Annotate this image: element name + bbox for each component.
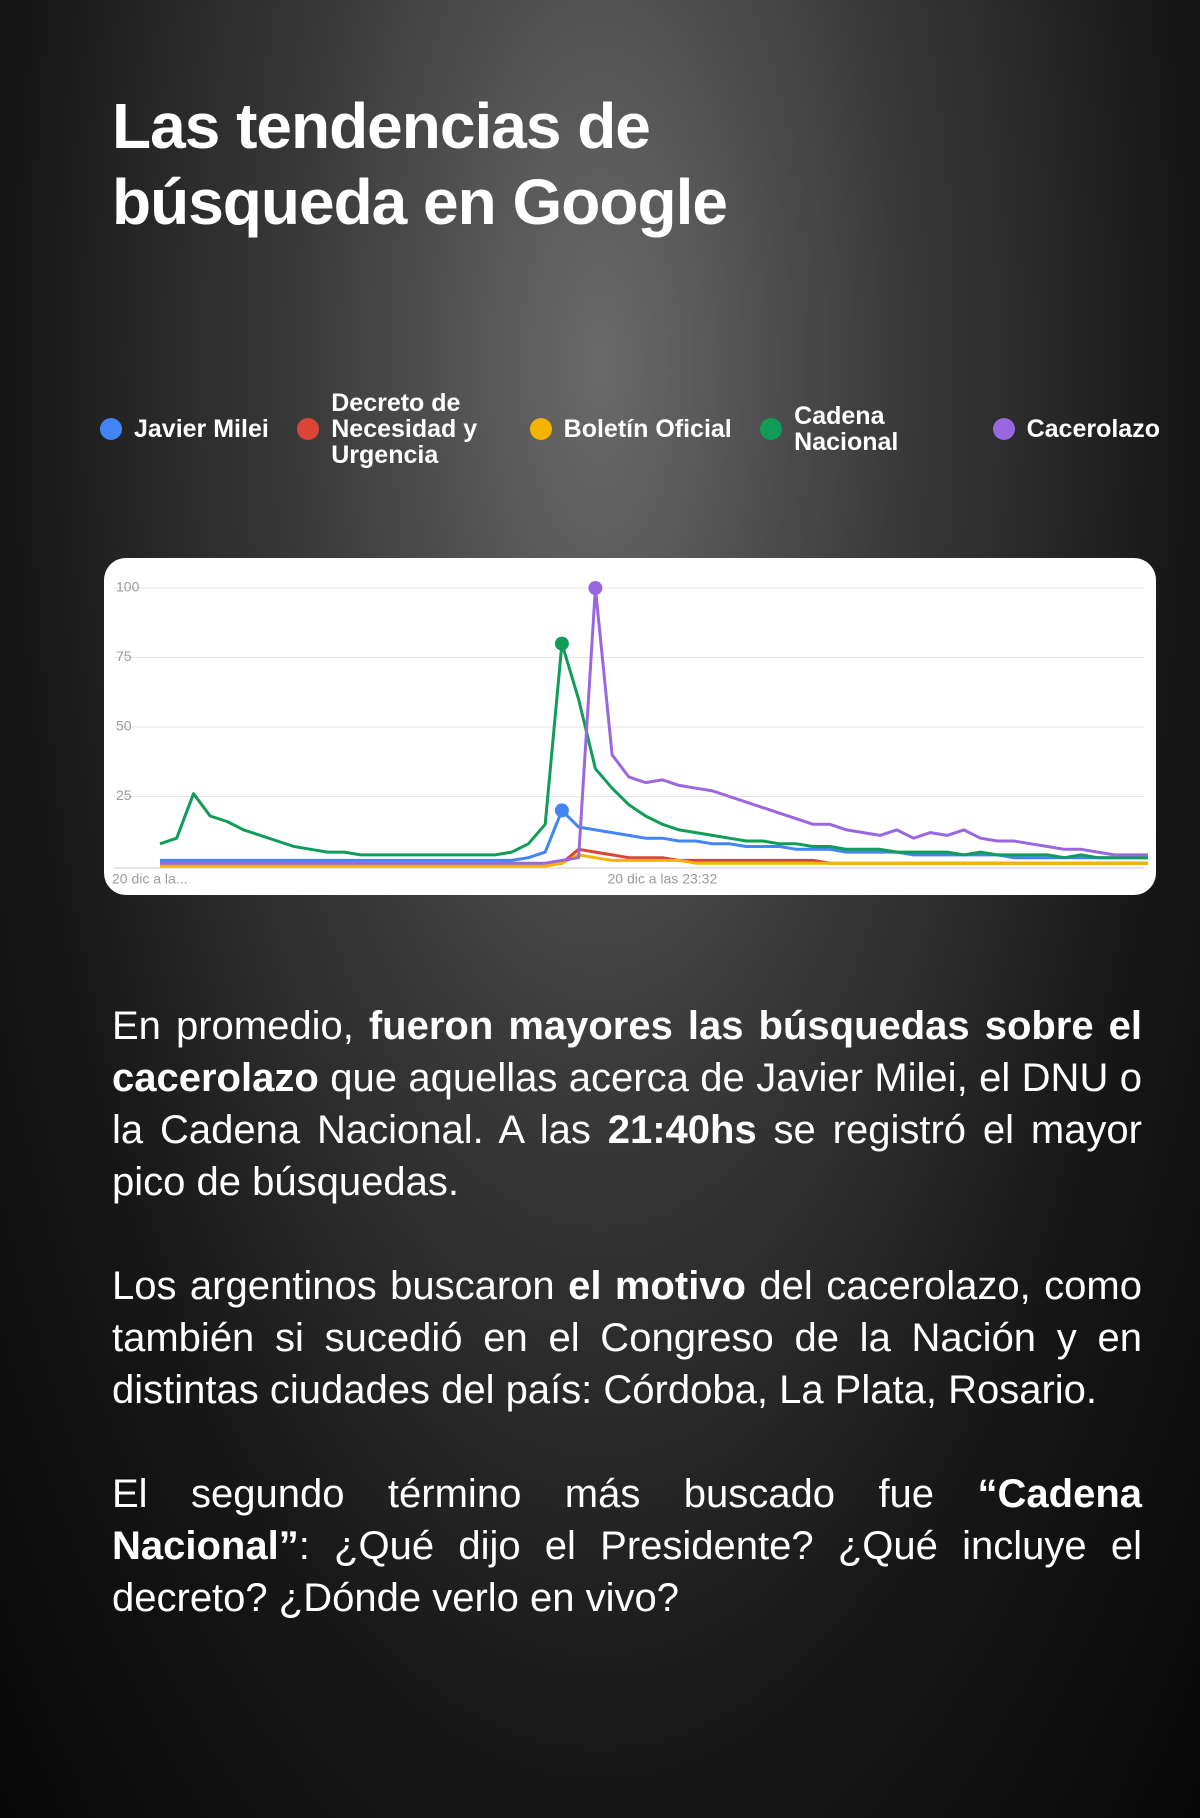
paragraph: El segundo término más buscado fue “Cade… — [112, 1468, 1142, 1624]
legend-label: Cacerolazo — [1026, 415, 1160, 443]
legend: Javier Milei Decreto de Necesidad y Urgen… — [100, 390, 1160, 468]
peak-marker — [554, 803, 569, 818]
series-line — [160, 586, 1148, 865]
chart: 25 50 75 100 20 dic a la... 20 dic a las 23:3… — [112, 579, 1148, 887]
series-line — [160, 808, 1148, 862]
legend-item: Javier Milei — [100, 416, 269, 442]
chart-card: 25 50 75 100 20 dic a la... 20 dic a las 23:3… — [104, 558, 1156, 895]
legend-item: Cacerolazo — [992, 415, 1160, 443]
legend-item: Cadena Nacional — [760, 403, 964, 455]
bold-text: 21:40hs — [607, 1108, 757, 1152]
text: El segundo término más buscado fue — [112, 1472, 978, 1516]
legend-marker — [992, 418, 1015, 440]
text: : ¿Qué dijo el Presidente? ¿Qué incluye … — [112, 1524, 1142, 1620]
legend-marker — [100, 418, 122, 440]
bold-text: “Cadena Nacional” — [112, 1472, 1142, 1568]
legend-item: Boletín Oficial — [529, 415, 732, 443]
legend-label: Boletín Oficial — [563, 415, 732, 443]
peak-marker — [554, 636, 569, 651]
series-line — [159, 642, 1148, 860]
y-tick-label: 50 — [116, 718, 132, 734]
bold-text: el motivo — [568, 1264, 746, 1308]
legend-item: Decreto de Necesidad y Urgencia — [297, 390, 501, 468]
text: que aquellas acerca de Javier Milei, el … — [112, 1056, 1142, 1152]
legend-label: Decreto de Necesidad y Urgencia — [331, 389, 478, 469]
legend-marker — [529, 418, 552, 440]
text: del cacerolazo, como también si sucedió … — [112, 1264, 1142, 1412]
text: En promedio, — [112, 1004, 369, 1048]
x-tick-label: 20 dic a las 23:32 — [607, 871, 717, 887]
text: se registró el mayor pico de búsquedas. — [112, 1108, 1143, 1204]
y-tick-label: 100 — [116, 579, 140, 595]
bold-text: fueron mayores las búsquedas sobre el ca… — [112, 1004, 1143, 1100]
legend-label: Cadena Nacional — [794, 402, 899, 456]
series-line — [160, 853, 1148, 868]
legend-marker — [760, 418, 783, 440]
paragraph: En promedio, fueron mayores las búsqueda… — [112, 1000, 1142, 1208]
peak-marker — [588, 581, 603, 595]
paragraph: Los argentinos buscaron el motivo del ca… — [112, 1260, 1142, 1416]
legend-label: Javier Milei — [134, 415, 269, 443]
text: Los argentinos buscaron — [112, 1264, 569, 1308]
title: Las tendencias de búsqueda en Google — [112, 90, 728, 238]
x-tick-label: 20 dic a la... — [112, 871, 188, 887]
body-text: En promedio, fueron mayores las búsqueda… — [112, 1000, 1142, 1676]
y-tick-label: 75 — [116, 648, 132, 664]
legend-marker — [297, 418, 320, 440]
y-tick-label: 25 — [116, 787, 132, 803]
